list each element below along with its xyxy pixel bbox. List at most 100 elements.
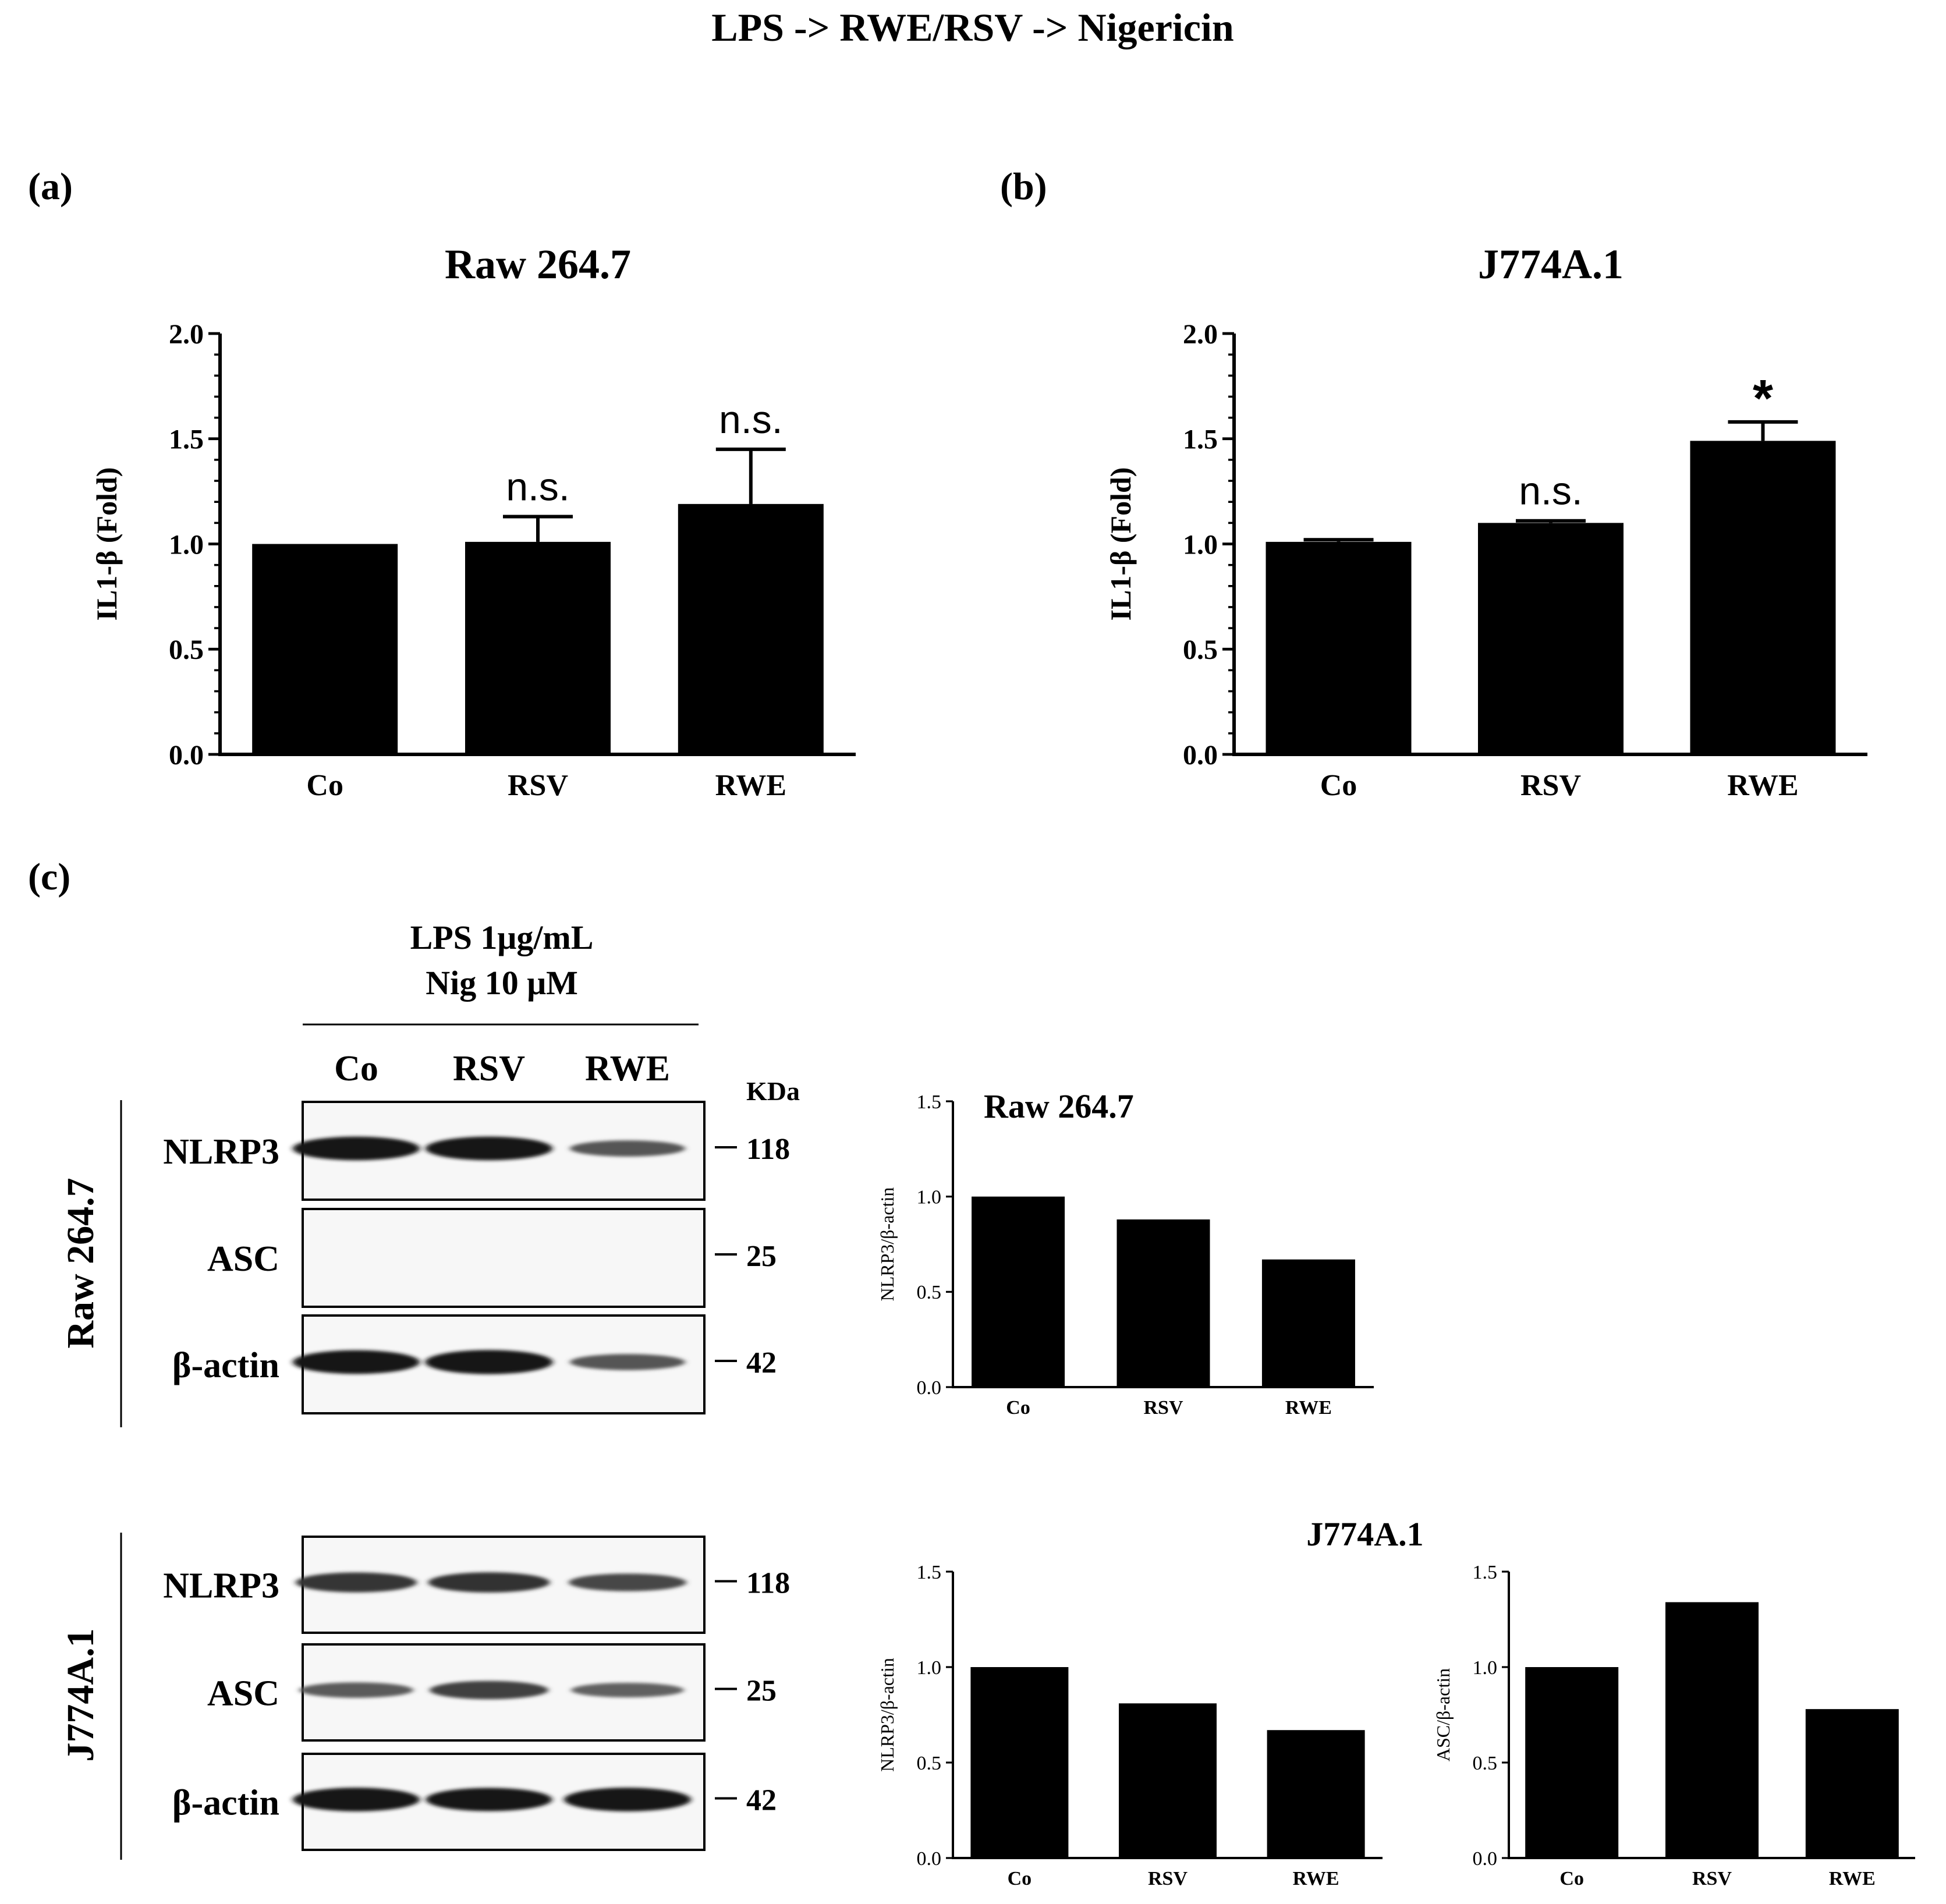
significance-star: *	[1753, 370, 1773, 428]
y-tick-label: 0.0	[1183, 740, 1218, 771]
blot-protein-label: ASC	[207, 1239, 279, 1279]
blot-protein-label: β-actin	[172, 1346, 279, 1385]
x-tick-label: Co	[1006, 1397, 1030, 1419]
y-tick-label: 1.5	[917, 1562, 942, 1583]
y-tick-label: 0.0	[917, 1377, 942, 1399]
bar-rwe	[1805, 1709, 1899, 1858]
blot-band	[426, 1788, 552, 1811]
blot-lane-label: Co	[334, 1049, 378, 1088]
x-tick-label: RWE	[1293, 1868, 1339, 1889]
x-tick-label: Co	[1008, 1868, 1032, 1889]
blot-cell-line-label: J774A.1	[59, 1628, 102, 1761]
chart-title: Raw 264.7	[984, 1087, 1134, 1125]
significance-label: n.s.	[1519, 469, 1583, 513]
x-tick-label: Co	[306, 769, 343, 802]
y-tick-label: 0.0	[1473, 1848, 1498, 1870]
chart-c-asc-j774: 0.0 0.5 1.0 1.5 ASC/β-actin Co RSV RWE	[1433, 1562, 1915, 1889]
y-axis-label: ASC/β-actin	[1433, 1668, 1454, 1761]
blot-band	[293, 1350, 420, 1374]
y-tick-label: 0.5	[917, 1282, 942, 1303]
panel-label-b: (b)	[1000, 165, 1047, 208]
y-tick-label: 0.0	[169, 740, 204, 771]
blot-band	[296, 1572, 417, 1593]
y-axis-label: IL1-β (Fold)	[90, 467, 123, 621]
blot-band	[564, 1788, 691, 1811]
significance-label: n.s.	[719, 398, 783, 442]
y-tick-label: 1.0	[169, 529, 204, 560]
blot-band	[299, 1682, 413, 1698]
kda-marker-label: 118	[746, 1567, 790, 1600]
y-tick-label: 1.0	[1473, 1657, 1498, 1679]
x-tick-label: RSV	[1520, 769, 1581, 802]
y-tick-label: 0.5	[1183, 634, 1218, 665]
y-tick-label: 1.0	[917, 1187, 942, 1208]
blot-protein-label: NLRP3	[163, 1566, 279, 1606]
y-tick-label: 0.5	[917, 1753, 942, 1774]
blot-protein-label: β-actin	[172, 1784, 279, 1823]
blot-band	[428, 1572, 550, 1593]
y-axis-label: NLRP3/β-actin	[877, 1658, 898, 1772]
blot-band	[571, 1682, 684, 1698]
bar-co	[252, 544, 398, 754]
blot-band	[425, 1350, 553, 1374]
blot-band	[570, 1140, 685, 1157]
bar-rwe	[678, 504, 824, 754]
blot-treatment-line1: LPS 1μg/mL	[410, 919, 594, 956]
x-tick-label: RSV	[508, 769, 568, 802]
blot-band	[426, 1136, 552, 1161]
kda-marker-label: 118	[746, 1133, 790, 1166]
significance-label: n.s.	[506, 465, 570, 509]
y-axis-label: IL1-β (Fold)	[1104, 467, 1137, 621]
bar-co	[1525, 1667, 1619, 1858]
panel-label-c: (c)	[28, 856, 70, 898]
bar-co	[972, 1196, 1065, 1387]
x-tick-label: RSV	[1143, 1397, 1183, 1419]
bar-rsv	[1478, 523, 1624, 754]
kda-marker-label: 25	[746, 1240, 777, 1273]
blot-protein-label: ASC	[207, 1674, 279, 1714]
blot-lane-label: RSV	[453, 1049, 525, 1088]
chart-c-nlrp3-raw264: Raw 264.7 0.0 0.5 1.0 1.5 NLRP3/β-actin Co RSV R…	[877, 1087, 1374, 1419]
chart-c-nlrp3-j774: 0.0 0.5 1.0 1.5 NLRP3/β-actin Co RSV RWE	[877, 1562, 1383, 1889]
western-blot: LPS 1μg/mL Nig 10 μM KDa Co RSV RWE Raw 264…	[59, 919, 800, 1860]
x-tick-label: RWE	[1727, 769, 1798, 802]
y-tick-label: 0.5	[169, 634, 204, 665]
blot-band	[570, 1354, 685, 1370]
y-tick-label: 1.5	[1183, 424, 1218, 455]
x-tick-label: RSV	[1148, 1868, 1188, 1889]
bar-rwe	[1267, 1730, 1365, 1858]
y-tick-label: 1.0	[917, 1657, 942, 1679]
blot-band	[293, 1136, 420, 1161]
bar-rsv	[1116, 1219, 1210, 1387]
bar-rsv	[1119, 1703, 1217, 1858]
y-tick-label: 1.5	[169, 424, 204, 455]
j774-quant-title: J774A.1	[1306, 1515, 1423, 1553]
bar-co	[1266, 541, 1412, 754]
x-tick-label: RWE	[1829, 1868, 1876, 1889]
x-tick-label: Co	[1559, 1868, 1584, 1889]
bar-rsv	[1665, 1602, 1759, 1858]
kda-marker-label: 25	[746, 1675, 777, 1708]
chart-title: J774A.1	[1478, 241, 1624, 288]
bar-rwe	[1261, 1259, 1355, 1387]
x-tick-label: RSV	[1692, 1868, 1732, 1889]
x-tick-label: RWE	[1285, 1397, 1332, 1419]
chart-title: Raw 264.7	[445, 241, 631, 288]
blot-lane-label: RWE	[585, 1049, 670, 1088]
bar-rsv	[465, 541, 611, 754]
blot-protein-label: NLRP3	[163, 1132, 279, 1172]
y-tick-label: 0.5	[1473, 1753, 1498, 1774]
chart-b-il1b-j774: J774A.1 0.0 0.5 1.0 1.5 2.0 IL1-β (Fold) Co RSV n…	[1104, 241, 1867, 802]
x-tick-label: Co	[1320, 769, 1357, 802]
y-tick-label: 2.0	[1183, 319, 1218, 350]
blot-treatment-line2: Nig 10 μM	[426, 964, 578, 1002]
y-tick-label: 1.5	[1473, 1562, 1498, 1583]
figure-title: LPS -> RWE/RSV -> Nigericin	[711, 5, 1233, 49]
x-tick-label: RWE	[715, 769, 786, 802]
y-axis-label: NLRP3/β-actin	[877, 1187, 898, 1302]
kda-marker-label: 42	[746, 1784, 777, 1817]
blot-band	[430, 1680, 548, 1700]
chart-a-il1b-raw264: Raw 264.7 0.0 0.5 1.0 1.5 2.0 IL1-β (Fold) Co RS…	[90, 241, 856, 802]
y-tick-label: 1.0	[1183, 529, 1218, 560]
